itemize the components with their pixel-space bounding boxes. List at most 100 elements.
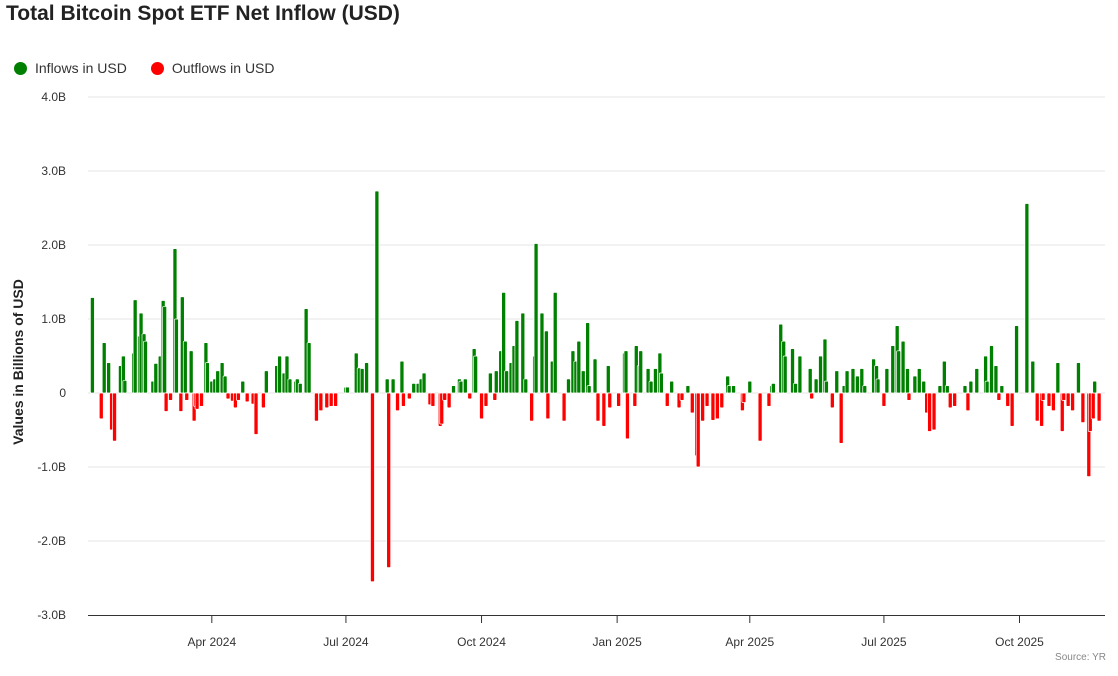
outflow-bar bbox=[483, 392, 489, 407]
inflow-bar bbox=[993, 365, 999, 394]
outflow-bar bbox=[1009, 392, 1015, 427]
outflow-bar bbox=[1065, 392, 1071, 407]
inflow-bar bbox=[659, 372, 664, 394]
outflow-bar bbox=[607, 392, 613, 409]
inflow-bar bbox=[539, 312, 545, 394]
outflow-bar bbox=[881, 392, 887, 407]
inflow-bar bbox=[782, 355, 788, 394]
inflow-bar bbox=[580, 370, 586, 394]
legend-label-inflows: Inflows in USD bbox=[35, 60, 127, 76]
outflow-bar bbox=[996, 392, 1002, 401]
outflow-bar bbox=[184, 392, 190, 401]
outflow-bar bbox=[927, 392, 932, 432]
inflow-bar bbox=[834, 370, 840, 394]
inflow-bar bbox=[520, 312, 526, 394]
x-tick-label: Apr 2024 bbox=[187, 635, 236, 649]
outflow-bar bbox=[244, 392, 250, 403]
inflow-bar bbox=[421, 372, 427, 394]
inflow-bar bbox=[813, 378, 819, 394]
inflow-bar bbox=[905, 368, 910, 394]
outflow-bar bbox=[1005, 392, 1011, 407]
inflow-bar bbox=[771, 383, 776, 394]
inflow-bar bbox=[807, 368, 813, 394]
inflow-bar bbox=[900, 340, 906, 394]
inflow-bar bbox=[287, 378, 293, 394]
inflow-bar bbox=[968, 380, 974, 394]
inflow-bar bbox=[586, 385, 592, 394]
outflow-bar bbox=[386, 392, 392, 568]
outflow-bar bbox=[479, 392, 484, 420]
inflow-bar bbox=[638, 350, 644, 394]
outflow-bar bbox=[906, 392, 912, 401]
outflow-bar bbox=[1051, 392, 1056, 412]
inflow-bar bbox=[824, 380, 829, 394]
inflow-bar bbox=[850, 368, 856, 394]
legend-label-outflows: Outflows in USD bbox=[171, 60, 275, 76]
inflow-bar bbox=[1030, 360, 1036, 394]
legend-item-inflows[interactable]: Inflows in USD bbox=[14, 60, 127, 76]
inflow-bar bbox=[685, 385, 691, 394]
outflow-bar bbox=[679, 392, 685, 401]
outflow-bar bbox=[98, 392, 104, 420]
inflow-bar bbox=[451, 385, 456, 394]
inflow-bar bbox=[605, 365, 611, 394]
outflow-bar bbox=[492, 392, 498, 401]
outflow-bar bbox=[430, 392, 436, 407]
y-tick-label: 3.0B bbox=[41, 164, 66, 178]
inflow-bar bbox=[989, 345, 994, 394]
outflow-bar bbox=[446, 392, 452, 409]
inflow-bar bbox=[153, 363, 159, 394]
outflow-bar bbox=[561, 392, 567, 422]
y-axis: 4.0B 3.0B 2.0B 1.0B 0 -1.0B -2.0B -3.0B bbox=[37, 90, 66, 622]
inflow-bar bbox=[390, 378, 396, 394]
inflow-bar bbox=[731, 385, 736, 394]
inflow-bar bbox=[653, 368, 658, 394]
outflow-dot-icon bbox=[150, 61, 164, 75]
inflow-bar bbox=[306, 342, 312, 394]
inflow-bar bbox=[669, 380, 675, 394]
inflow-bar bbox=[106, 362, 111, 394]
gridlines bbox=[88, 96, 1105, 542]
inflow-bar bbox=[488, 372, 493, 394]
inflow-bar bbox=[984, 380, 990, 394]
outflow-bar bbox=[632, 392, 638, 407]
outflow-bar bbox=[931, 392, 937, 431]
inflow-bar bbox=[937, 385, 943, 394]
outflow-bar bbox=[595, 392, 601, 422]
outflow-bar bbox=[952, 392, 958, 407]
inflow-bar bbox=[944, 385, 950, 394]
y-tick-label: -1.0B bbox=[37, 460, 66, 474]
inflow-bar bbox=[566, 378, 571, 394]
inflow-bar bbox=[411, 383, 417, 394]
outflow-bar bbox=[199, 392, 204, 407]
x-tick-label: Apr 2025 bbox=[725, 635, 774, 649]
inflow-bar bbox=[215, 370, 221, 394]
x-tick-label: Jan 2025 bbox=[592, 635, 642, 649]
inflow-bar bbox=[523, 378, 529, 394]
inflow-bar bbox=[875, 378, 881, 394]
outflow-bar bbox=[625, 392, 630, 440]
inflow-bar bbox=[493, 370, 499, 394]
outflow-bar bbox=[700, 392, 705, 422]
inflow-bar bbox=[1014, 325, 1019, 394]
outflow-bar bbox=[261, 392, 266, 409]
outflow-bar bbox=[318, 392, 324, 412]
outflow-bar bbox=[253, 392, 259, 435]
inflow-bar bbox=[855, 375, 860, 394]
source-note: Source: YR bbox=[1055, 652, 1106, 663]
inflow-bar bbox=[399, 360, 405, 394]
inflow-bar bbox=[1055, 362, 1061, 394]
inflow-bar bbox=[122, 380, 128, 394]
outflow-bar bbox=[314, 392, 319, 422]
outflow-bar bbox=[695, 392, 701, 468]
inflow-bar bbox=[862, 385, 868, 394]
bars bbox=[90, 190, 1102, 583]
legend-item-outflows[interactable]: Outflows in USD bbox=[150, 60, 275, 76]
outflow-bar bbox=[178, 392, 184, 412]
inflow-bar bbox=[999, 385, 1005, 394]
y-axis-label: Values in Billions of USD bbox=[10, 279, 26, 445]
y-tick-label: 1.0B bbox=[41, 312, 66, 326]
inflow-bar bbox=[585, 322, 591, 394]
inflow-bar bbox=[793, 383, 798, 394]
inflow-bar bbox=[143, 340, 148, 394]
